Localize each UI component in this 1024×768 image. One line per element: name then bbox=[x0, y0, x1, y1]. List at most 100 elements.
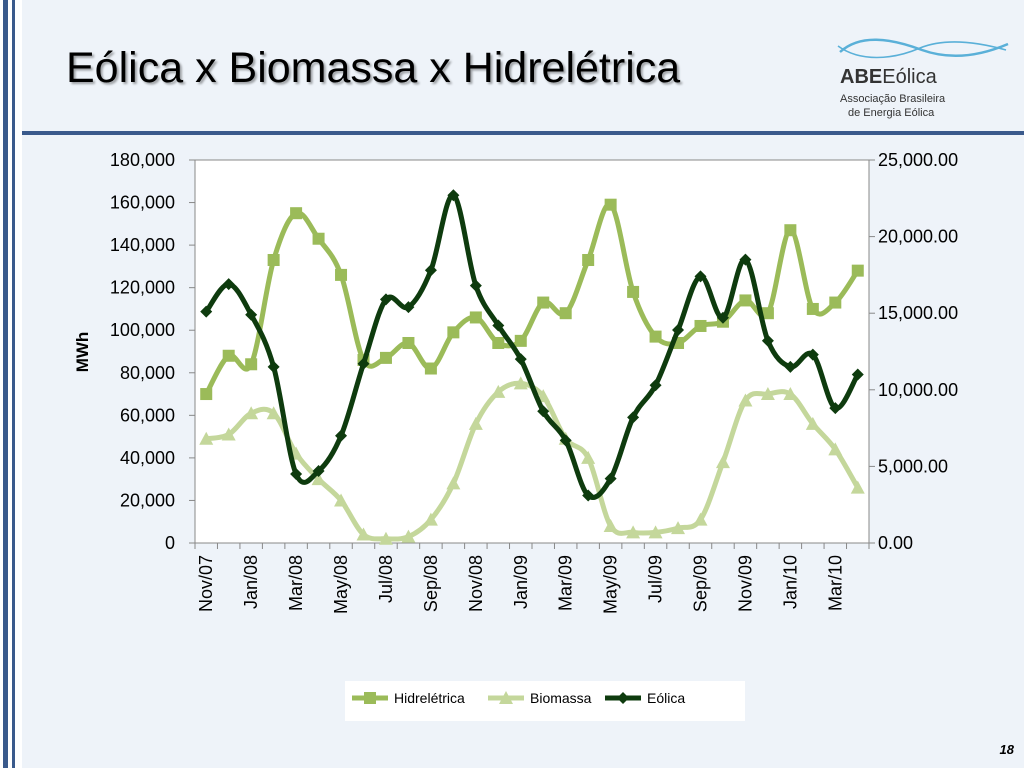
x-tick-label: Nov/07 bbox=[196, 555, 216, 612]
data-point-biomassa bbox=[356, 527, 371, 541]
right-tick-label: 25,000.00 bbox=[878, 150, 958, 170]
left-tick-label: 100,000 bbox=[110, 320, 175, 340]
logo-subtitle-line1: Associação Brasileira bbox=[840, 93, 946, 105]
data-point-biomassa bbox=[648, 525, 663, 539]
data-point-biomassa bbox=[783, 387, 798, 401]
data-point-eolica bbox=[379, 293, 392, 306]
data-point-biomassa bbox=[423, 512, 438, 526]
data-point-biomassa bbox=[491, 384, 506, 398]
data-point-hidreletrica bbox=[829, 296, 842, 309]
data-point-eolica bbox=[492, 319, 505, 332]
data-point-eolica bbox=[514, 353, 527, 366]
data-point-hidreletrica bbox=[492, 336, 505, 349]
data-point-biomassa bbox=[513, 376, 528, 390]
logo-eolica-text: Eólica bbox=[882, 66, 937, 88]
data-point-biomassa bbox=[738, 393, 753, 407]
right-tick-label: 0.00 bbox=[878, 533, 913, 553]
left-bar-stripe-thick bbox=[3, 0, 8, 768]
data-point-hidreletrica bbox=[514, 334, 527, 347]
right-tick-label: 10,000.00 bbox=[878, 380, 958, 400]
data-point-eolica bbox=[739, 253, 752, 266]
data-point-biomassa bbox=[378, 531, 393, 545]
x-tick-label: Jan/10 bbox=[780, 555, 800, 609]
data-point-eolica bbox=[672, 324, 685, 337]
abeeolica-logo: ABEEólica Associação Brasileira de Energ… bbox=[830, 34, 1016, 124]
data-point-eolica bbox=[222, 278, 235, 291]
data-point-biomassa bbox=[244, 406, 259, 420]
left-tick-label: 40,000 bbox=[120, 448, 175, 468]
logo-wordmark: ABEEólica bbox=[840, 66, 937, 89]
data-point-eolica bbox=[402, 301, 415, 314]
x-tick-label: May/08 bbox=[331, 555, 351, 614]
data-point-hidreletrica bbox=[402, 336, 415, 349]
legend-item-biomassa: Biomassa bbox=[488, 690, 592, 706]
data-point-biomassa bbox=[199, 431, 214, 445]
x-tick-label: Jul/08 bbox=[376, 555, 396, 603]
data-point-biomassa bbox=[828, 442, 843, 456]
data-point-eolica bbox=[604, 472, 617, 485]
right-tick-label: 20,000.00 bbox=[878, 227, 958, 247]
data-point-biomassa bbox=[693, 512, 708, 526]
data-point-biomassa bbox=[671, 521, 686, 535]
series-eolica bbox=[200, 189, 864, 502]
data-point-hidreletrica bbox=[649, 330, 662, 343]
data-point-eolica bbox=[851, 368, 864, 381]
data-point-hidreletrica bbox=[806, 302, 819, 315]
legend-box bbox=[345, 681, 745, 721]
legend-label-biomassa: Biomassa bbox=[530, 690, 592, 706]
right-tick-label: 5,000.00 bbox=[878, 456, 948, 476]
data-point-eolica bbox=[559, 434, 572, 447]
x-tick-label: Jan/08 bbox=[241, 555, 261, 609]
data-point-hidreletrica bbox=[627, 285, 640, 298]
left-tick-label: 0 bbox=[165, 533, 175, 553]
data-point-hidreletrica bbox=[312, 232, 325, 245]
data-point-eolica bbox=[694, 270, 707, 283]
data-point-eolica bbox=[582, 489, 595, 502]
data-point-hidreletrica bbox=[290, 207, 303, 220]
left-tick-label: 140,000 bbox=[110, 235, 175, 255]
legend-item-eolica: Eólica bbox=[605, 690, 685, 706]
data-point-hidreletrica bbox=[200, 388, 213, 401]
series-line-hidreletrica bbox=[203, 202, 861, 397]
data-point-biomassa bbox=[334, 493, 349, 507]
data-point-eolica bbox=[716, 311, 729, 324]
data-point-hidreletrica bbox=[761, 307, 774, 320]
data-point-hidreletrica bbox=[559, 307, 572, 320]
logo-abe-text: ABE bbox=[840, 66, 883, 88]
data-point-biomassa bbox=[401, 529, 416, 543]
data-point-eolica bbox=[537, 405, 550, 418]
x-tick-label: Nov/08 bbox=[466, 555, 486, 612]
data-point-eolica bbox=[447, 189, 460, 202]
data-point-biomassa bbox=[805, 416, 820, 430]
x-tick-label: Mar/08 bbox=[286, 555, 306, 611]
data-point-hidreletrica bbox=[694, 319, 707, 332]
x-tick-label: May/09 bbox=[601, 555, 621, 614]
slide-title: Eólica x Biomassa x Hidrelétrica bbox=[66, 44, 681, 92]
data-point-eolica bbox=[290, 468, 303, 481]
left-tick-label: 20,000 bbox=[120, 490, 175, 510]
data-point-hidreletrica bbox=[784, 224, 797, 237]
data-point-eolica bbox=[267, 360, 280, 373]
data-point-hidreletrica bbox=[267, 254, 280, 267]
data-point-hidreletrica bbox=[222, 349, 235, 362]
x-tick-label: Sep/08 bbox=[421, 555, 441, 612]
left-tick-label: 80,000 bbox=[120, 363, 175, 383]
x-tick-label: Jul/09 bbox=[646, 555, 666, 603]
data-point-eolica bbox=[335, 429, 348, 442]
data-point-hidreletrica bbox=[245, 358, 258, 371]
wind-swoosh-icon bbox=[837, 38, 1009, 59]
y-axis-label: MWh bbox=[73, 332, 92, 373]
data-point-eolica bbox=[312, 464, 325, 477]
data-point-hidreletrica bbox=[424, 362, 437, 375]
data-point-eolica bbox=[627, 411, 640, 424]
data-point-hidreletrica bbox=[447, 326, 460, 339]
legend-label-hidreletrica: Hidrelétrica bbox=[394, 690, 465, 706]
data-point-hidreletrica bbox=[537, 296, 550, 309]
legend-marker-biomassa bbox=[499, 691, 513, 704]
data-point-hidreletrica bbox=[739, 294, 752, 307]
data-point-eolica bbox=[200, 305, 213, 318]
data-point-biomassa bbox=[446, 476, 461, 490]
x-tick-label: Mar/09 bbox=[556, 555, 576, 611]
right-tick-label: 15,000.00 bbox=[878, 303, 958, 323]
